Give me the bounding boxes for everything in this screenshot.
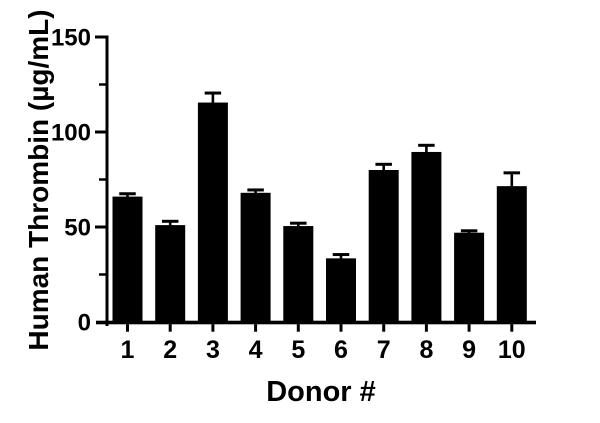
bar-donor-2 [155,225,186,324]
error-bar-stem-donor-4 [254,189,257,195]
error-bar-stem-donor-10 [510,172,514,189]
error-bar-stem-donor-7 [382,164,385,172]
error-bar-cap-donor-5 [290,221,307,225]
x-tick-donor-6 [339,324,343,332]
error-bar-stem-donor-5 [297,223,300,229]
error-bar-cap-donor-9 [460,229,478,233]
x-tick-label-donor-4: 4 [249,336,263,364]
error-bar-cap-donor-1 [119,192,136,196]
x-tick-donor-7 [382,324,386,332]
x-tick-label-donor-10: 10 [498,336,526,364]
x-tick-donor-1 [126,324,129,332]
bar-donor-10 [496,186,527,324]
bar-donor-8 [411,151,442,324]
x-tick-label-donor-8: 8 [419,336,433,364]
error-bar-stem-donor-8 [425,145,428,154]
error-bar-cap-donor-6 [332,253,350,257]
bar-donor-6 [326,258,356,324]
bar-donor-3 [197,102,228,324]
bar-donor-7 [368,170,399,324]
x-tick-label-donor-2: 2 [163,336,177,364]
y-minor-tick-75 [99,178,106,181]
y-axis-title: Human Thrombin (µg/mL) [23,9,54,350]
error-bar-cap-donor-4 [247,188,264,192]
x-tick-donor-5 [296,324,300,332]
error-bar-stem-donor-6 [339,254,343,261]
y-major-tick-100 [95,130,106,134]
bar-donor-9 [454,232,485,324]
y-major-tick-50 [95,225,106,229]
x-tick-label-donor-1: 1 [121,336,135,364]
x-tick-donor-9 [467,324,471,332]
x-tick-donor-2 [168,324,172,332]
error-bar-cap-donor-10 [503,171,521,175]
x-tick-label-donor-9: 9 [462,336,476,364]
y-minor-tick-125 [99,83,106,86]
x-axis-title: Donor # [266,376,376,408]
bar-donor-5 [283,226,314,324]
error-bar-cap-donor-2 [161,219,179,223]
error-bar-stem-donor-1 [126,193,129,199]
y-tick-label-50: 50 [64,215,91,242]
x-tick-donor-8 [424,324,428,332]
error-bar-stem-donor-2 [168,221,172,228]
y-tick-label-100: 100 [51,120,91,147]
error-bar-stem-donor-9 [467,230,471,235]
y-tick-label-0: 0 [78,310,91,337]
x-tick-label-donor-5: 5 [291,336,305,364]
error-bar-cap-donor-3 [204,91,222,95]
x-tick-donor-3 [211,324,215,332]
y-axis-line [105,35,109,326]
bar-donor-4 [240,192,271,324]
error-bar-cap-donor-7 [375,162,392,166]
x-tick-label-donor-3: 3 [206,336,220,364]
x-tick-donor-4 [254,324,258,332]
bar-donor-1 [112,196,143,324]
x-axis-line [96,320,536,325]
x-tick-label-donor-6: 6 [334,336,348,364]
y-major-tick-150 [95,35,106,39]
error-bar-stem-donor-3 [211,93,215,105]
x-tick-donor-10 [510,324,514,332]
y-tick-label-150: 150 [51,25,91,52]
y-minor-tick-25 [99,273,106,276]
error-bar-cap-donor-8 [418,143,435,147]
x-tick-label-donor-7: 7 [377,336,391,364]
